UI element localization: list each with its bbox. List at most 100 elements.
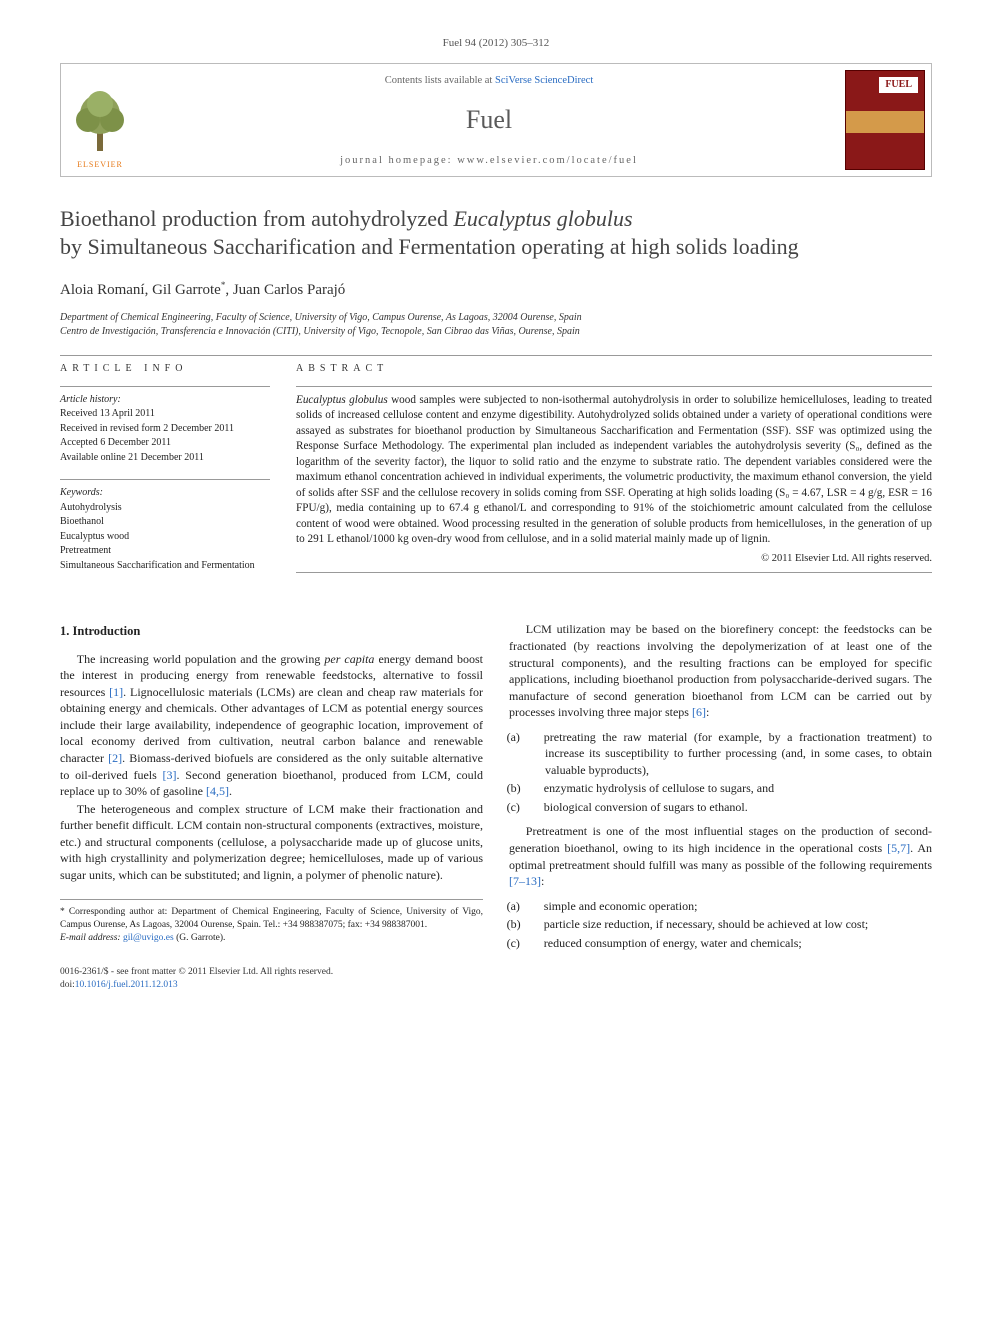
page-footer: 0016-2361/$ - see front matter © 2011 El… bbox=[60, 966, 932, 992]
list-item: (c)reduced consumption of energy, water … bbox=[526, 935, 932, 952]
running-head: Fuel 94 (2012) 305–312 bbox=[60, 36, 932, 51]
abstract-text: Eucalyptus globulus wood samples were su… bbox=[296, 393, 932, 548]
keyword: Eucalyptus wood bbox=[60, 530, 270, 545]
text-italic: per capita bbox=[324, 652, 374, 666]
history-online: Available online 21 December 2011 bbox=[60, 451, 270, 466]
divider bbox=[296, 572, 932, 573]
keyword: Autohydrolysis bbox=[60, 501, 270, 516]
author-1: Aloia Romaní bbox=[60, 282, 145, 298]
ref-link[interactable]: [5,7] bbox=[887, 841, 910, 855]
history-received: Received 13 April 2011 bbox=[60, 407, 270, 422]
author-list: Aloia Romaní, Gil Garrote*, Juan Carlos … bbox=[60, 279, 932, 301]
article-info-col: article info Article history: Received 1… bbox=[60, 362, 270, 587]
cover-thumb-wrap: FUEL bbox=[839, 64, 931, 176]
text: particle size reduction, if necessary, s… bbox=[544, 917, 868, 931]
keyword: Pretreatment bbox=[60, 544, 270, 559]
list-item: (a)pretreating the raw material (for exa… bbox=[526, 729, 932, 779]
section-heading-1: 1. Introduction bbox=[60, 623, 483, 640]
front-matter-line: 0016-2361/$ - see front matter © 2011 El… bbox=[60, 966, 932, 979]
doi-link[interactable]: 10.1016/j.fuel.2011.12.013 bbox=[75, 980, 178, 990]
body-para-1: The increasing world population and the … bbox=[60, 651, 483, 800]
history-revised: Received in revised form 2 December 2011 bbox=[60, 422, 270, 437]
text: Pretreatment is one of the most influent… bbox=[509, 824, 932, 855]
keywords-head: Keywords: bbox=[60, 486, 270, 501]
article-history: Article history: Received 13 April 2011 … bbox=[60, 393, 270, 466]
abstract-species: Eucalyptus globulus bbox=[296, 394, 388, 406]
corresponding-note: * Corresponding author at: Department of… bbox=[60, 906, 483, 932]
footnotes: * Corresponding author at: Department of… bbox=[60, 899, 483, 944]
ref-link[interactable]: [1] bbox=[109, 685, 123, 699]
author-3: Juan Carlos Parajó bbox=[233, 282, 345, 298]
enum-list-1: (a)pretreating the raw material (for exa… bbox=[526, 729, 932, 816]
text: : bbox=[706, 705, 709, 719]
homepage-url: www.elsevier.com/locate/fuel bbox=[457, 155, 638, 166]
elsevier-tree-icon bbox=[70, 84, 130, 154]
enum-list-2: (a)simple and economic operation; (b)par… bbox=[526, 898, 932, 952]
divider bbox=[60, 355, 932, 356]
corr-text: Corresponding author at: Department of C… bbox=[60, 907, 483, 930]
list-item: (c)biological conversion of sugars to et… bbox=[526, 799, 932, 816]
journal-name: Fuel bbox=[147, 102, 831, 138]
affiliations: Department of Chemical Engineering, Facu… bbox=[60, 311, 932, 339]
list-item: (b)particle size reduction, if necessary… bbox=[526, 916, 932, 933]
email-who: (G. Garrote). bbox=[176, 933, 225, 943]
corr-mark: * bbox=[221, 280, 226, 290]
sciencedirect-link[interactable]: SciVerse ScienceDirect bbox=[495, 75, 593, 86]
corr-mark: * bbox=[60, 907, 65, 917]
text: . bbox=[229, 784, 232, 798]
title-part-a: Bioethanol production from autohydrolyze… bbox=[60, 206, 453, 231]
cover-band bbox=[846, 111, 924, 133]
contents-available-line: Contents lists available at SciVerse Sci… bbox=[147, 74, 831, 88]
article-info-label: article info bbox=[60, 362, 270, 376]
body-para-3: LCM utilization may be based on the bior… bbox=[509, 621, 932, 720]
list-item: (a)simple and economic operation; bbox=[526, 898, 932, 915]
ref-link[interactable]: [7–13] bbox=[509, 874, 541, 888]
email-note: E-mail address: gil@uvigo.es (G. Garrote… bbox=[60, 932, 483, 945]
abstract-body: wood samples were subjected to non-isoth… bbox=[296, 394, 932, 545]
divider bbox=[60, 386, 270, 387]
email-label: E-mail address: bbox=[60, 933, 121, 943]
banner-center: Contents lists available at SciVerse Sci… bbox=[139, 64, 839, 176]
abstract-copyright: © 2011 Elsevier Ltd. All rights reserved… bbox=[296, 552, 932, 566]
body-para-2: The heterogeneous and complex structure … bbox=[60, 801, 483, 884]
author-2: Gil Garrote bbox=[152, 282, 221, 298]
ref-link[interactable]: [4,5] bbox=[206, 784, 229, 798]
text: : bbox=[541, 874, 544, 888]
title-species: Eucalyptus globulus bbox=[453, 206, 632, 231]
journal-banner: ELSEVIER Contents lists available at Sci… bbox=[60, 63, 932, 177]
keywords-block: Keywords: Autohydrolysis Bioethanol Euca… bbox=[60, 486, 270, 573]
email-link[interactable]: gil@uvigo.es bbox=[123, 933, 174, 943]
doi-line: doi:10.1016/j.fuel.2011.12.013 bbox=[60, 979, 932, 992]
text: The increasing world population and the … bbox=[77, 652, 325, 666]
abstract-label: abstract bbox=[296, 362, 932, 376]
ref-link[interactable]: [3] bbox=[163, 768, 177, 782]
body-para-4: Pretreatment is one of the most influent… bbox=[509, 823, 932, 889]
divider bbox=[60, 479, 270, 480]
publisher-logo-block: ELSEVIER bbox=[61, 64, 139, 176]
divider bbox=[296, 386, 932, 387]
history-accepted: Accepted 6 December 2011 bbox=[60, 436, 270, 451]
article-title: Bioethanol production from autohydrolyze… bbox=[60, 205, 932, 261]
keyword: Bioethanol bbox=[60, 515, 270, 530]
text: LCM utilization may be based on the bior… bbox=[509, 622, 932, 719]
history-head: Article history: bbox=[60, 393, 270, 408]
keyword: Simultaneous Saccharification and Fermen… bbox=[60, 559, 270, 574]
text: simple and economic operation; bbox=[544, 899, 698, 913]
homepage-prefix: journal homepage: bbox=[340, 155, 457, 166]
doi-label: doi: bbox=[60, 980, 75, 990]
title-part-b: by Simultaneous Saccharification and Fer… bbox=[60, 234, 799, 259]
text: reduced consumption of energy, water and… bbox=[544, 936, 802, 950]
article-body: 1. Introduction The increasing world pop… bbox=[60, 621, 932, 952]
affiliation-2: Centro de Investigación, Transferencia e… bbox=[60, 325, 932, 339]
list-item: (b)enzymatic hydrolysis of cellulose to … bbox=[526, 780, 932, 797]
text: pretreating the raw material (for exampl… bbox=[544, 730, 932, 777]
abstract-col: abstract Eucalyptus globulus wood sample… bbox=[296, 362, 932, 587]
journal-homepage-line: journal homepage: www.elsevier.com/locat… bbox=[147, 154, 831, 168]
contents-prefix: Contents lists available at bbox=[385, 75, 495, 86]
ref-link[interactable]: [6] bbox=[692, 705, 706, 719]
journal-cover-thumb: FUEL bbox=[845, 70, 925, 170]
cover-title: FUEL bbox=[879, 77, 918, 93]
text: biological conversion of sugars to ethan… bbox=[544, 800, 748, 814]
ref-link[interactable]: [2] bbox=[108, 751, 122, 765]
text: enzymatic hydrolysis of cellulose to sug… bbox=[544, 781, 774, 795]
